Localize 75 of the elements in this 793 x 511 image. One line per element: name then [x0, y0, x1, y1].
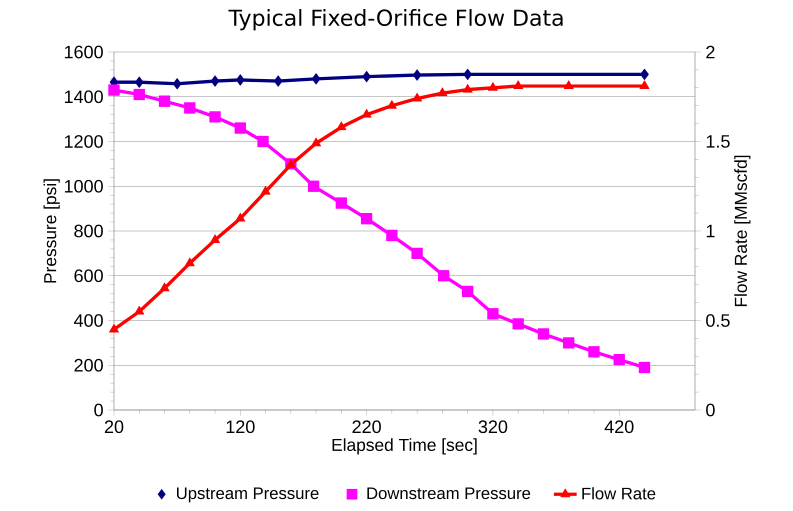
legend-label: Downstream Pressure	[367, 488, 530, 500]
point	[386, 100, 397, 109]
point	[234, 122, 246, 134]
point	[210, 75, 220, 87]
y2-axis-title: Flow Rate [MMscfd]	[734, 156, 750, 306]
legend-label: Flow Rate	[582, 487, 656, 500]
x-tick-label: 320	[478, 420, 508, 434]
point	[513, 80, 524, 90]
y-tick-label: 0	[94, 404, 103, 416]
point	[438, 270, 450, 282]
point	[158, 96, 170, 107]
point	[362, 108, 372, 118]
y-tick-label: 400	[74, 314, 103, 327]
point	[362, 70, 371, 82]
point	[563, 337, 574, 349]
point	[588, 346, 600, 358]
point	[236, 74, 245, 86]
y-tick-label: 600	[74, 269, 103, 282]
y-tick-label: 1200	[64, 135, 103, 148]
y2-tick-label: 0.5	[706, 314, 730, 327]
point	[134, 88, 145, 100]
point	[336, 122, 346, 130]
point	[108, 84, 120, 96]
point	[184, 258, 195, 266]
y-tick-label: 800	[74, 224, 103, 238]
point	[257, 136, 269, 148]
point	[463, 68, 472, 80]
point	[336, 197, 348, 209]
point	[488, 82, 498, 91]
x-tick-label: 20	[104, 420, 124, 434]
point	[412, 69, 422, 81]
point	[360, 213, 372, 224]
point	[640, 68, 649, 80]
point	[512, 318, 524, 330]
x-tick-label: 220	[352, 420, 381, 434]
point	[462, 84, 473, 93]
point	[487, 308, 499, 320]
point	[209, 111, 221, 123]
point	[184, 102, 196, 114]
y-tick-label: 1600	[64, 46, 103, 58]
point	[311, 138, 322, 146]
point	[312, 73, 320, 85]
y2-tick-label: 1	[706, 224, 715, 238]
point	[134, 76, 144, 88]
y2-tick-label: 1.5	[706, 135, 730, 148]
point	[640, 80, 650, 90]
point	[614, 354, 625, 366]
y2-tick-label: 2	[706, 46, 715, 58]
y-tick-label: 1000	[64, 180, 103, 193]
point	[462, 286, 474, 298]
point	[274, 75, 283, 87]
x-axis-title: Elapsed Time [sec]	[332, 438, 477, 454]
y-tick-label: 1400	[64, 90, 103, 104]
point	[437, 88, 448, 96]
y-axis-title: Pressure [psi]	[44, 179, 60, 283]
point	[160, 282, 170, 292]
point	[210, 234, 220, 243]
point	[134, 306, 144, 315]
point	[564, 80, 574, 90]
point	[412, 92, 422, 102]
x-tick-label: 120	[226, 420, 255, 434]
point	[172, 78, 182, 90]
y-tick-label: 200	[74, 358, 103, 372]
point	[109, 324, 119, 332]
point	[411, 248, 423, 260]
point	[260, 186, 271, 195]
point	[308, 180, 320, 192]
point	[386, 230, 398, 242]
chart-title: Typical Fixed-Orifice Flow Data	[228, 9, 563, 30]
point	[538, 328, 550, 340]
point	[638, 362, 650, 374]
x-tick-label: 420	[604, 420, 634, 434]
y2-tick-label: 0	[706, 404, 715, 416]
point	[235, 212, 246, 222]
legend-label: Upstream Pressure	[177, 488, 319, 502]
